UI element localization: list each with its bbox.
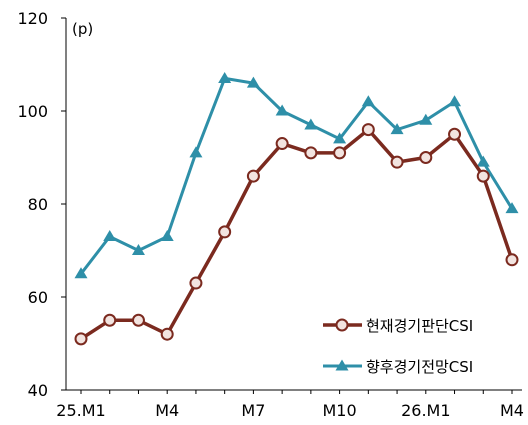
data-point: [505, 253, 519, 267]
data-point: [246, 169, 260, 183]
series-0: [74, 123, 519, 346]
legend-label-outlook: 향후경기전망CSI: [366, 358, 473, 376]
data-point: [131, 313, 145, 327]
data-point: [160, 327, 174, 341]
x-tick-label: M4: [500, 401, 524, 420]
legend-label-current: 현재경기판단CSI: [366, 317, 473, 335]
data-point: [390, 123, 404, 135]
x-axis-ticks: 25.M1 M4 M7 M10 26.M1 M4: [56, 390, 524, 420]
data-point: [304, 146, 318, 160]
x-tick-label: M4: [155, 401, 179, 420]
y-tick-label: 60: [28, 288, 48, 307]
legend-item-0: 현재경기판단CSI: [323, 317, 473, 335]
data-point: [74, 332, 88, 346]
data-point: [189, 146, 203, 158]
data-point: [74, 267, 88, 279]
y-tick-label: 40: [28, 381, 48, 400]
x-tick-label: 25.M1: [56, 401, 105, 420]
x-tick-label: M7: [241, 401, 265, 420]
data-point: [476, 155, 490, 167]
data-point: [218, 71, 232, 83]
data-point: [361, 123, 375, 137]
data-point: [361, 95, 375, 107]
data-point: [419, 151, 433, 164]
y-tick-label: 100: [17, 102, 48, 121]
data-point: [103, 313, 117, 327]
series-1: [74, 71, 519, 279]
data-point: [275, 137, 289, 151]
data-point: [160, 230, 174, 242]
unit-label: (p): [72, 20, 93, 38]
legend-marker-triangle: [335, 359, 349, 371]
data-point: [333, 132, 347, 144]
legend: 현재경기판단CSI 향후경기전망CSI: [323, 317, 473, 376]
legend-item-1: 향후경기전망CSI: [323, 358, 473, 376]
data-point: [103, 230, 117, 242]
y-tick-label: 80: [28, 195, 48, 214]
data-point: [448, 95, 462, 107]
series-line: [79, 76, 514, 275]
data-point: [505, 202, 519, 214]
y-tick-label: 120: [17, 9, 48, 28]
series-layer: [74, 71, 519, 346]
data-point: [333, 146, 347, 160]
series-line: [80, 127, 514, 341]
y-axis-ticks: 40 60 80 100 120: [17, 9, 66, 400]
legend-marker-circle: [335, 318, 349, 332]
data-point: [390, 155, 404, 169]
data-point: [419, 113, 433, 125]
data-point: [275, 104, 289, 116]
data-point: [131, 244, 145, 255]
data-point: [246, 76, 260, 88]
data-point: [189, 276, 203, 290]
data-point: [304, 118, 318, 130]
data-point: [218, 225, 232, 239]
x-tick-label: M10: [323, 401, 357, 420]
data-point: [476, 169, 490, 183]
x-tick-label: 26.M1: [401, 401, 450, 420]
data-point: [448, 127, 462, 141]
